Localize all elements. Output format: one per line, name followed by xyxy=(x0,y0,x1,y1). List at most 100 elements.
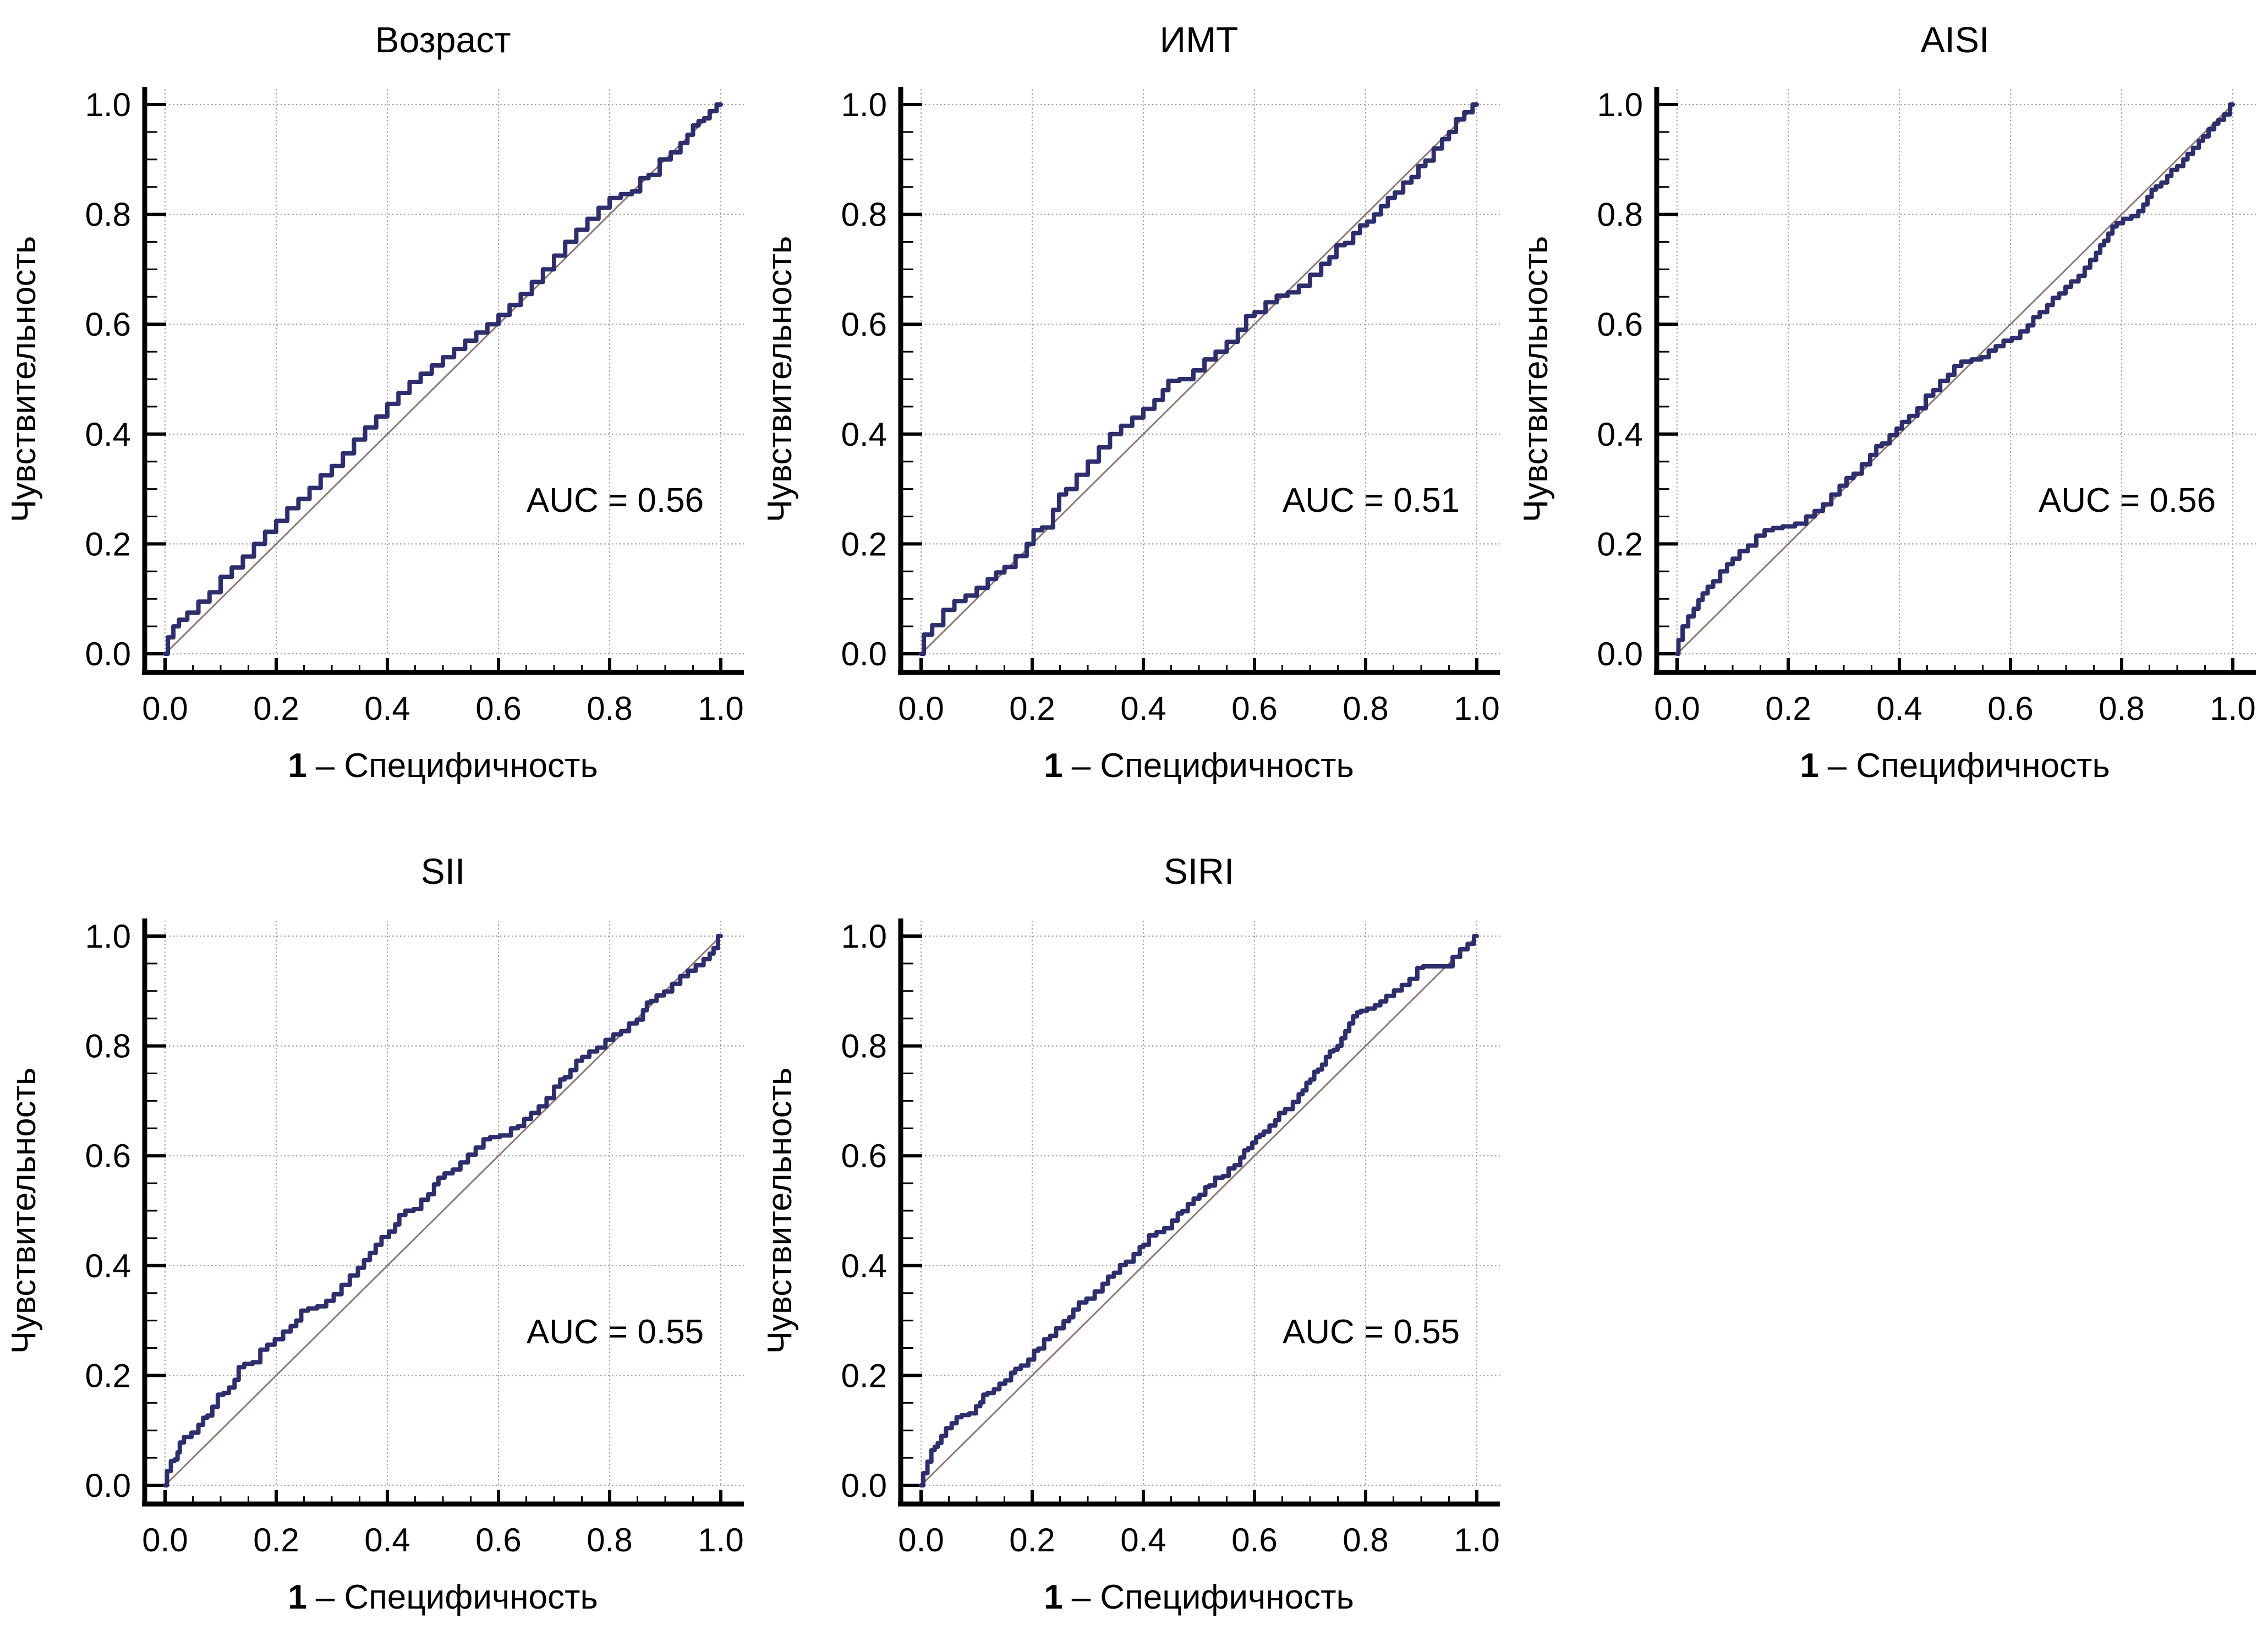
roc-panel-aisi: 0.0 0.0 0.2 0.2 0.4 0.4 0.6 0.6 0.8 0.8 1.0 1.0 AIS… xyxy=(1512,0,2268,814)
axes: 0.0 0.0 0.2 0.2 0.4 0.4 0.6 0.6 0.8 0.8 1.0 1.0 xyxy=(85,918,744,1558)
x-tick-label: 0.2 xyxy=(1009,690,1055,727)
x-tick-label: 0.0 xyxy=(142,1522,188,1558)
y-axis-label: Чувствительность xyxy=(761,236,799,523)
gridlines xyxy=(1676,89,2256,655)
roc-curve xyxy=(163,934,723,1488)
x-tick-label: 0.6 xyxy=(475,690,521,727)
x-tick-label: 0.2 xyxy=(253,1522,299,1558)
x-tick-label: 0.6 xyxy=(1987,690,2033,727)
x-axis-label: 1 – Специфичность xyxy=(1800,747,2110,785)
x-tick-label: 0.8 xyxy=(2099,690,2144,727)
roc-curve xyxy=(919,934,1479,1488)
x-axis-label: 1 – Специфичность xyxy=(288,1578,598,1616)
auc-label: AUC = 0.51 xyxy=(1283,482,1460,519)
x-tick-label: 0.2 xyxy=(1765,690,1811,727)
axes: 0.0 0.0 0.2 0.2 0.4 0.4 0.6 0.6 0.8 0.8 1.0 1.0 xyxy=(841,86,1500,727)
x-tick-label: 0.6 xyxy=(1231,690,1277,727)
y-tick-label: 0.0 xyxy=(841,636,887,672)
x-tick-label: 0.8 xyxy=(1343,1522,1388,1558)
y-tick-label: 0.6 xyxy=(85,1138,131,1174)
gridlines xyxy=(164,89,744,655)
y-tick-label: 0.8 xyxy=(841,196,887,233)
x-tick-label: 0.4 xyxy=(1120,690,1166,727)
x-axis-label-text: – Специфичность xyxy=(1072,747,1354,785)
y-tick-label: 0.2 xyxy=(841,1357,887,1394)
x-tick-label: 0.4 xyxy=(364,690,410,727)
x-axis-label-number: 1 xyxy=(288,1578,306,1616)
roc-chart-aisi: 0.0 0.0 0.2 0.2 0.4 0.4 0.6 0.6 0.8 0.8 1.0 1.0 AIS… xyxy=(1517,19,2256,785)
roc-curve xyxy=(919,102,1479,656)
reference-diagonal xyxy=(920,935,1478,1486)
roc-chart-imt: 0.0 0.0 0.2 0.2 0.4 0.4 0.6 0.6 0.8 0.8 1.0 1.0 ИМТ… xyxy=(761,19,1500,785)
x-tick-label: 0.6 xyxy=(1231,1522,1277,1558)
x-tick-label: 0.8 xyxy=(587,690,632,727)
roc-curve xyxy=(1675,102,2235,656)
y-axis-label: Чувствительность xyxy=(5,236,43,523)
y-tick-label: 1.0 xyxy=(85,918,131,955)
x-axis-label-text: – Специфичность xyxy=(316,747,598,785)
y-tick-label: 0.4 xyxy=(1597,416,1643,453)
x-axis-label-number: 1 xyxy=(1044,747,1062,785)
auc-label: AUC = 0.55 xyxy=(1283,1313,1460,1351)
y-tick-label: 1.0 xyxy=(841,86,887,123)
reference-diagonal xyxy=(164,103,722,655)
x-tick-label: 0.4 xyxy=(1876,690,1922,727)
y-tick-label: 1.0 xyxy=(841,918,887,955)
x-axis-label-number: 1 xyxy=(1044,1578,1062,1616)
gridlines xyxy=(920,89,1500,655)
x-tick-label: 0.8 xyxy=(1343,690,1388,727)
y-axis-label: Чувствительность xyxy=(761,1068,799,1354)
x-axis-label-text: – Специфичность xyxy=(1828,747,2110,785)
y-tick-label: 0.2 xyxy=(1597,526,1643,562)
y-tick-label: 0.8 xyxy=(841,1028,887,1065)
y-tick-label: 0.4 xyxy=(85,416,131,453)
y-tick-label: 0.2 xyxy=(841,526,887,562)
y-tick-label: 0.8 xyxy=(85,196,131,233)
x-axis-label: 1 – Специфичность xyxy=(1044,747,1354,785)
chart-title: ИМТ xyxy=(1160,19,1239,60)
y-tick-label: 0.8 xyxy=(1597,196,1643,233)
axes: 0.0 0.0 0.2 0.2 0.4 0.4 0.6 0.6 0.8 0.8 1.0 1.0 xyxy=(1597,86,2256,727)
roc-curve xyxy=(163,102,723,656)
auc-label: AUC = 0.55 xyxy=(527,1313,704,1351)
y-tick-label: 0.6 xyxy=(841,1138,887,1174)
y-tick-label: 0.0 xyxy=(1597,636,1643,672)
x-axis-label-number: 1 xyxy=(288,747,306,785)
x-axis-label: 1 – Специфичность xyxy=(1044,1578,1354,1616)
x-tick-label: 0.0 xyxy=(1654,690,1700,727)
y-tick-label: 0.4 xyxy=(841,1248,887,1284)
x-tick-label: 0.0 xyxy=(898,1522,944,1558)
auc-label: AUC = 0.56 xyxy=(2039,482,2216,519)
x-tick-label: 0.4 xyxy=(364,1522,410,1558)
x-axis-label: 1 – Специфичность xyxy=(288,747,598,785)
x-tick-label: 1.0 xyxy=(698,690,743,727)
y-tick-label: 0.0 xyxy=(85,636,131,672)
y-tick-label: 0.2 xyxy=(85,1357,131,1394)
y-tick-label: 0.0 xyxy=(841,1467,887,1504)
roc-panel-siri: 0.0 0.0 0.2 0.2 0.4 0.4 0.6 0.6 0.8 0.8 1.0 1.0 SIR… xyxy=(756,832,1512,1646)
x-tick-label: 1.0 xyxy=(698,1522,743,1558)
y-tick-label: 0.6 xyxy=(1597,306,1643,343)
y-tick-label: 0.0 xyxy=(85,1467,131,1504)
roc-panel-sii: 0.0 0.0 0.2 0.2 0.4 0.4 0.6 0.6 0.8 0.8 1.0 1.0 SII… xyxy=(0,832,756,1646)
x-axis-label-text: – Специфичность xyxy=(316,1578,598,1616)
gridlines xyxy=(920,921,1500,1486)
x-tick-label: 0.4 xyxy=(1120,1522,1166,1558)
y-tick-label: 1.0 xyxy=(1597,86,1643,123)
x-tick-label: 0.2 xyxy=(253,690,299,727)
x-tick-label: 0.0 xyxy=(142,690,188,727)
y-axis-label: Чувствительность xyxy=(5,1068,43,1354)
roc-chart-vozrast: 0.0 0.0 0.2 0.2 0.4 0.4 0.6 0.6 0.8 0.8 1.0 1.0 Воз… xyxy=(5,19,744,785)
y-tick-label: 0.6 xyxy=(85,306,131,343)
y-tick-label: 0.2 xyxy=(85,526,131,562)
axes: 0.0 0.0 0.2 0.2 0.4 0.4 0.6 0.6 0.8 0.8 1.0 1.0 xyxy=(841,918,1500,1558)
roc-panel-vozrast: 0.0 0.0 0.2 0.2 0.4 0.4 0.6 0.6 0.8 0.8 1.0 1.0 Воз… xyxy=(0,0,756,814)
gridlines xyxy=(164,921,744,1486)
y-tick-label: 0.6 xyxy=(841,306,887,343)
x-tick-label: 1.0 xyxy=(1454,690,1499,727)
x-tick-label: 0.6 xyxy=(475,1522,521,1558)
roc-chart-siri: 0.0 0.0 0.2 0.2 0.4 0.4 0.6 0.6 0.8 0.8 1.0 1.0 SIR… xyxy=(761,851,1500,1616)
x-axis-label-number: 1 xyxy=(1800,747,1818,785)
reference-diagonal xyxy=(1676,103,2234,655)
y-tick-label: 1.0 xyxy=(85,86,131,123)
